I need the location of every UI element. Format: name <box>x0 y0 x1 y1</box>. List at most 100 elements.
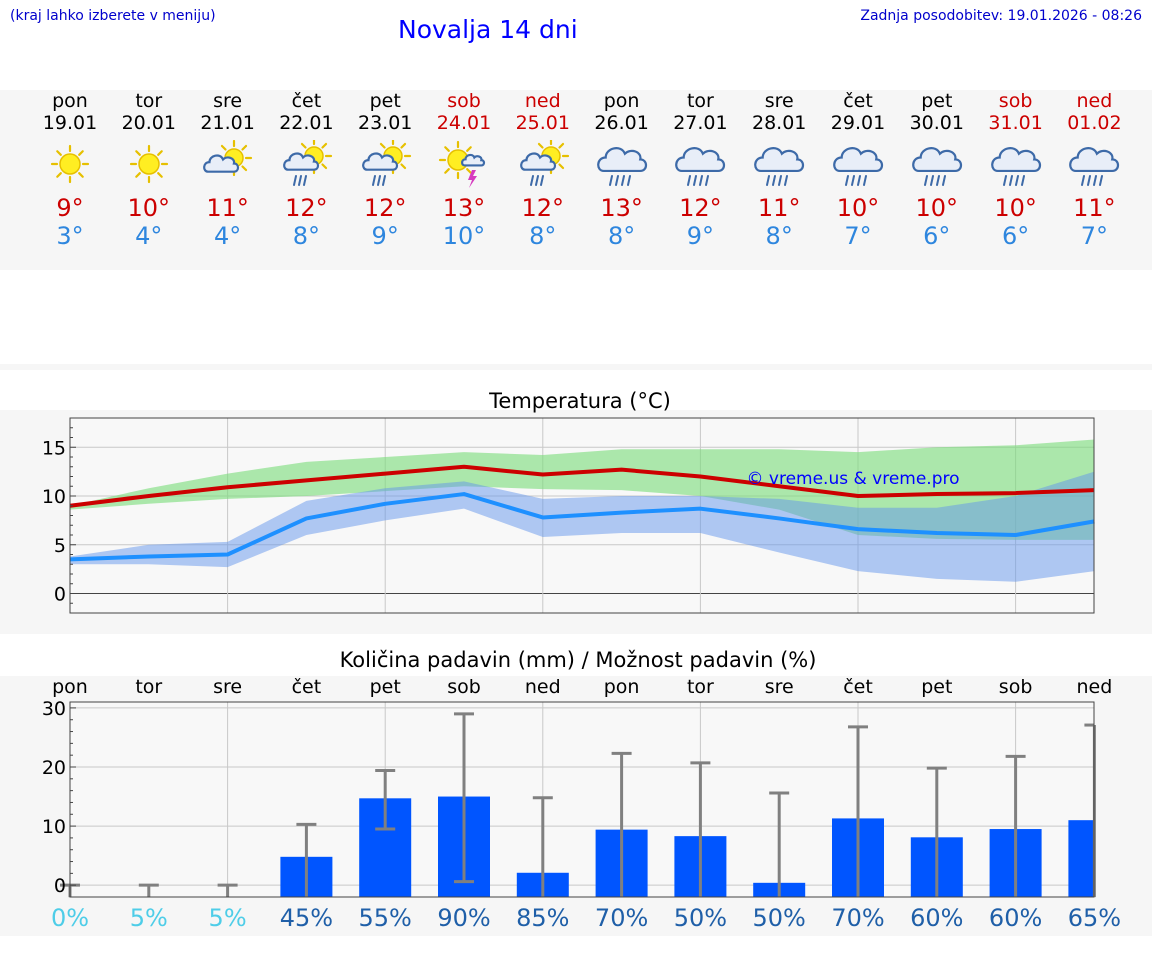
precip-probability-label: 70% <box>595 904 648 932</box>
temperature-chart: Temperatura (°C) © vreme.us & vreme.pro … <box>42 389 1095 614</box>
day-name: sob <box>998 90 1033 112</box>
x-category-label: čet <box>292 676 322 698</box>
min-temp: 4° <box>135 222 163 250</box>
precipitation-chart-title: Količina padavin (mm) / Možnost padavin … <box>340 648 817 672</box>
cloud-rain-icon <box>911 147 962 186</box>
precip-bar <box>1068 820 1094 898</box>
min-temp: 9° <box>686 222 715 250</box>
day-name: sre <box>213 90 243 112</box>
x-category-label: tor <box>687 676 714 698</box>
x-category-label: pet <box>370 676 401 698</box>
day-date: 01.02 <box>1067 112 1122 134</box>
min-temp: 4° <box>213 222 242 250</box>
temperature-chart-title: Temperatura (°C) <box>488 389 671 413</box>
max-temp: 13° <box>442 194 486 222</box>
day-date: 23.01 <box>357 112 413 134</box>
x-category-label: sob <box>447 676 481 698</box>
forecast-day: pet 30.01 10° 6° <box>898 90 976 250</box>
y-tick-label: 0 <box>54 875 66 897</box>
min-range-band <box>70 471 1095 582</box>
precip-probability-label: 5% <box>209 904 247 932</box>
x-category-label: sre <box>765 676 794 698</box>
max-temp: 9° <box>56 194 84 222</box>
max-temp: 12° <box>521 194 565 222</box>
day-date: 27.01 <box>673 112 728 134</box>
forecast-day: sob 31.01 10° 6° <box>977 90 1055 250</box>
precip-probability-label: 90% <box>437 904 490 932</box>
day-name: ned <box>1076 90 1113 112</box>
x-category-label: sob <box>999 676 1033 698</box>
day-name: ned <box>524 90 561 112</box>
sunny-icon <box>129 144 168 184</box>
precip-probability-label: 50% <box>753 904 806 932</box>
min-temp: 3° <box>56 222 84 250</box>
day-name: pon <box>603 90 640 112</box>
precip-probability-label: 85% <box>516 904 569 932</box>
day-name: pet <box>921 90 953 112</box>
chart-watermark: © vreme.us & vreme.pro <box>746 469 959 489</box>
max-temp-line <box>69 464 1095 508</box>
sun-thunder-icon <box>438 140 486 188</box>
forecast-day: čet 29.01 10° 7° <box>819 90 897 250</box>
forecast-day: pon 26.01 13° 8° <box>583 90 661 250</box>
day-date: 28.01 <box>751 112 807 134</box>
precip-error-bar <box>375 769 396 831</box>
forecast-day: sob 24.01 13° 10° <box>425 90 503 250</box>
day-date: 25.01 <box>515 112 570 134</box>
day-name: sre <box>764 90 794 112</box>
forecast-day: tor 20.01 10° 4° <box>110 90 188 250</box>
precip-error-bar <box>690 761 711 898</box>
x-category-label: pon <box>52 676 88 698</box>
x-category-label: pon <box>604 676 640 698</box>
max-temp: 11° <box>1073 194 1116 222</box>
max-temp: 12° <box>363 194 407 222</box>
day-date: 29.01 <box>830 112 886 134</box>
forecast-day: pet 23.01 12° 9° <box>346 90 424 250</box>
sun-cloud-rain-icon <box>283 140 333 186</box>
x-category-label: sre <box>213 676 242 698</box>
precip-error-bar <box>532 796 553 898</box>
min-temp-line <box>69 492 1095 562</box>
y-tick-label: 0 <box>54 584 66 606</box>
precip-error-bar <box>926 766 947 898</box>
precip-probability-label: 55% <box>359 904 412 932</box>
sun-cloud-rain-icon <box>519 140 569 186</box>
last-update-label: Zadnja posodobitev: 19.01.2026 - 08:26 <box>860 8 1142 24</box>
day-name: pet <box>369 90 401 112</box>
y-tick-label: 5 <box>54 535 66 557</box>
x-category-label: pet <box>921 676 952 698</box>
day-date: 26.01 <box>594 112 649 134</box>
precip-error-bar <box>454 712 474 884</box>
day-date: 24.01 <box>436 112 492 134</box>
max-temp: 12° <box>679 194 722 222</box>
precip-probability-label: 65% <box>1068 904 1121 932</box>
day-date: 19.01 <box>42 112 98 134</box>
day-name: čet <box>843 90 873 112</box>
precip-error-bar <box>138 883 159 898</box>
max-temp: 10° <box>994 194 1037 222</box>
day-date: 22.01 <box>279 112 334 134</box>
y-tick-label: 30 <box>42 698 66 720</box>
max-temp: 12° <box>285 194 328 222</box>
max-temp: 13° <box>600 194 643 222</box>
precip-error-bar <box>848 725 868 898</box>
max-temp: 11° <box>757 194 801 222</box>
day-name: tor <box>135 90 163 112</box>
precip-probability-label: 60% <box>910 904 963 932</box>
forecast-day: čet 22.01 12° 8° <box>267 90 345 250</box>
forecast-day: pon 19.01 9° 3° <box>31 90 109 250</box>
day-date: 30.01 <box>909 112 964 134</box>
x-category-label: ned <box>525 676 561 698</box>
min-temp: 7° <box>1080 222 1109 250</box>
x-category-label: čet <box>843 676 873 698</box>
forecast-day: tor 27.01 12° 9° <box>661 90 739 250</box>
cloud-rain-icon <box>596 147 647 186</box>
x-category-label: tor <box>135 676 162 698</box>
day-date: 31.01 <box>988 112 1043 134</box>
x-category-label: ned <box>1077 676 1113 698</box>
sunny-icon <box>50 144 90 184</box>
day-name: čet <box>291 90 322 112</box>
precip-probability-label: 45% <box>280 904 333 932</box>
min-temp: 8° <box>529 222 557 250</box>
min-temp: 6° <box>1001 222 1030 250</box>
